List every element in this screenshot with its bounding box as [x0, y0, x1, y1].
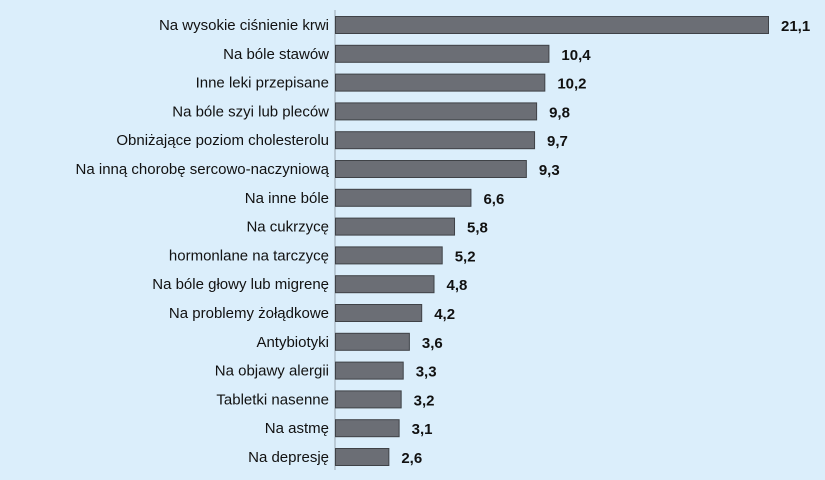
category-label: Na depresję — [248, 449, 329, 466]
category-label: Na wysokie ciśnienie krwi — [159, 17, 329, 34]
category-label: Na bóle szyi lub pleców — [172, 103, 329, 120]
category-label: Na cukrzycę — [246, 219, 329, 236]
value-label: 4,2 — [434, 306, 455, 323]
value-label: 9,7 — [547, 133, 568, 150]
bar — [335, 16, 769, 34]
category-label: hormonlane na tarczycę — [169, 247, 329, 264]
bar — [335, 332, 410, 351]
category-label: Obniżające poziom cholesterolu — [116, 132, 329, 149]
bars-group: Na wysokie ciśnienie krwi 21,1 Na bóle sta… — [76, 16, 810, 467]
category-label: Na problemy żołądkowe — [169, 305, 329, 322]
bar — [335, 160, 527, 178]
category-label: Na astmę — [265, 420, 329, 437]
category-label: Tabletki nasenne — [216, 391, 329, 408]
value-label: 21,1 — [781, 18, 810, 35]
category-label: Na objawy alergii — [215, 363, 329, 380]
value-label: 5,8 — [467, 220, 488, 237]
bar — [335, 246, 443, 265]
category-label: Na inne bóle — [245, 190, 329, 207]
bar — [335, 102, 538, 121]
value-label: 5,2 — [455, 248, 476, 265]
bar — [335, 131, 536, 150]
bar — [335, 217, 456, 236]
value-label: 3,3 — [416, 364, 437, 381]
value-label: 6,6 — [483, 191, 504, 208]
bar — [335, 419, 400, 438]
category-label: Na inną chorobę sercowo-naczyniową — [76, 161, 330, 178]
value-label: 9,3 — [539, 162, 560, 179]
value-label: 10,4 — [561, 47, 591, 64]
value-label: 3,1 — [412, 421, 433, 438]
value-label: 3,6 — [422, 335, 443, 352]
category-label: Antybiotyki — [256, 334, 329, 351]
bar — [335, 188, 472, 207]
bar — [335, 275, 435, 294]
bar — [335, 390, 402, 409]
category-label: Inne leki przepisane — [196, 75, 329, 92]
category-label: Na bóle stawów — [223, 46, 329, 63]
value-label: 3,2 — [414, 392, 435, 409]
value-label: 10,2 — [557, 76, 586, 93]
bar — [335, 304, 423, 322]
value-label: 2,6 — [401, 450, 422, 467]
bar — [335, 448, 390, 466]
bar — [335, 361, 404, 380]
category-label: Na bóle głowy lub migrenę — [152, 276, 329, 293]
bar — [335, 44, 550, 63]
bar — [335, 73, 546, 92]
value-label: 9,8 — [549, 104, 570, 121]
value-label: 4,8 — [447, 277, 468, 294]
